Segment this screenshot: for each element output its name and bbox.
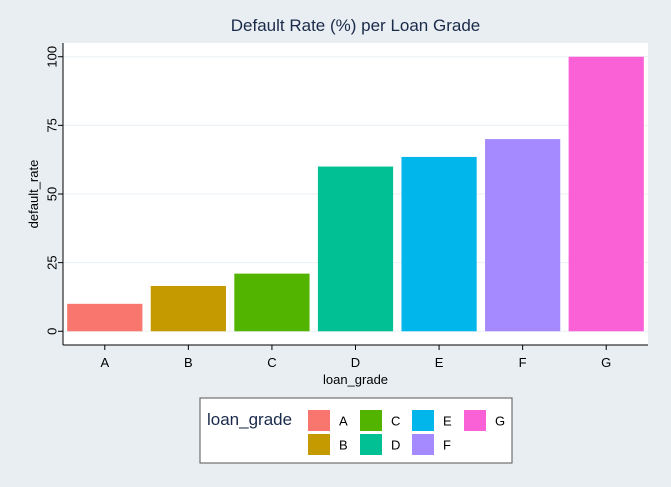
x-tick-label: B [184, 355, 193, 370]
y-tick-label: 75 [45, 118, 60, 132]
legend-label-c: C [391, 414, 400, 429]
legend-swatch-f [412, 434, 434, 455]
legend-label-e: E [443, 414, 452, 429]
bar-b [150, 285, 226, 332]
bar-f [485, 139, 561, 332]
x-tick-label: A [100, 355, 109, 370]
legend-items: AB CD EF G [308, 410, 505, 455]
bar-a [67, 303, 143, 332]
legend-swatch-c [360, 410, 382, 431]
legend-label-a: A [339, 414, 348, 429]
legend-label-g: G [495, 414, 505, 429]
bar-d [317, 166, 394, 332]
bars [67, 56, 644, 332]
bar-g [568, 56, 644, 332]
legend-label-b: B [339, 438, 348, 453]
x-tick-label: F [519, 355, 527, 370]
x-tick-label: G [601, 355, 611, 370]
y-tick-label: 100 [45, 46, 60, 68]
legend-swatch-g [464, 410, 486, 431]
x-ticks: A B C D E F G [100, 345, 611, 370]
legend-box [199, 397, 513, 464]
legend-label-f: F [443, 438, 451, 453]
x-tick-label: D [351, 355, 360, 370]
bar-e [401, 156, 477, 332]
legend-swatch-d [360, 434, 382, 455]
legend-title: loan_grade [207, 410, 292, 429]
bar-c [234, 273, 310, 332]
y-ticks: 0 25 50 75 100 [45, 46, 63, 335]
y-tick-label: 0 [45, 328, 60, 335]
legend: loan_grade AB CD EF G [199, 397, 513, 464]
legend-swatch-e [412, 410, 434, 431]
y-tick-label: 50 [45, 187, 60, 201]
chart-title: Default Rate (%) per Loan Grade [231, 16, 480, 35]
x-tick-label: E [435, 355, 444, 370]
x-axis-label: loan_grade [323, 372, 388, 387]
x-tick-label: C [267, 355, 276, 370]
y-tick-label: 25 [45, 255, 60, 269]
legend-label-d: D [391, 438, 400, 453]
legend-swatch-a [308, 410, 330, 431]
y-axis-label: default_rate [26, 160, 41, 229]
legend-swatch-b [308, 434, 330, 455]
